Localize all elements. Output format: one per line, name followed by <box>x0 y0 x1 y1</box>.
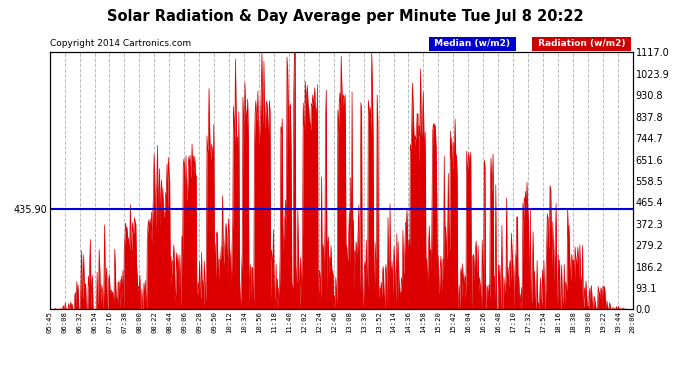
Text: Median (w/m2): Median (w/m2) <box>431 39 513 48</box>
Text: Radiation (w/m2): Radiation (w/m2) <box>535 39 629 48</box>
Text: Copyright 2014 Cartronics.com: Copyright 2014 Cartronics.com <box>50 39 191 48</box>
Text: Solar Radiation & Day Average per Minute Tue Jul 8 20:22: Solar Radiation & Day Average per Minute… <box>107 9 583 24</box>
